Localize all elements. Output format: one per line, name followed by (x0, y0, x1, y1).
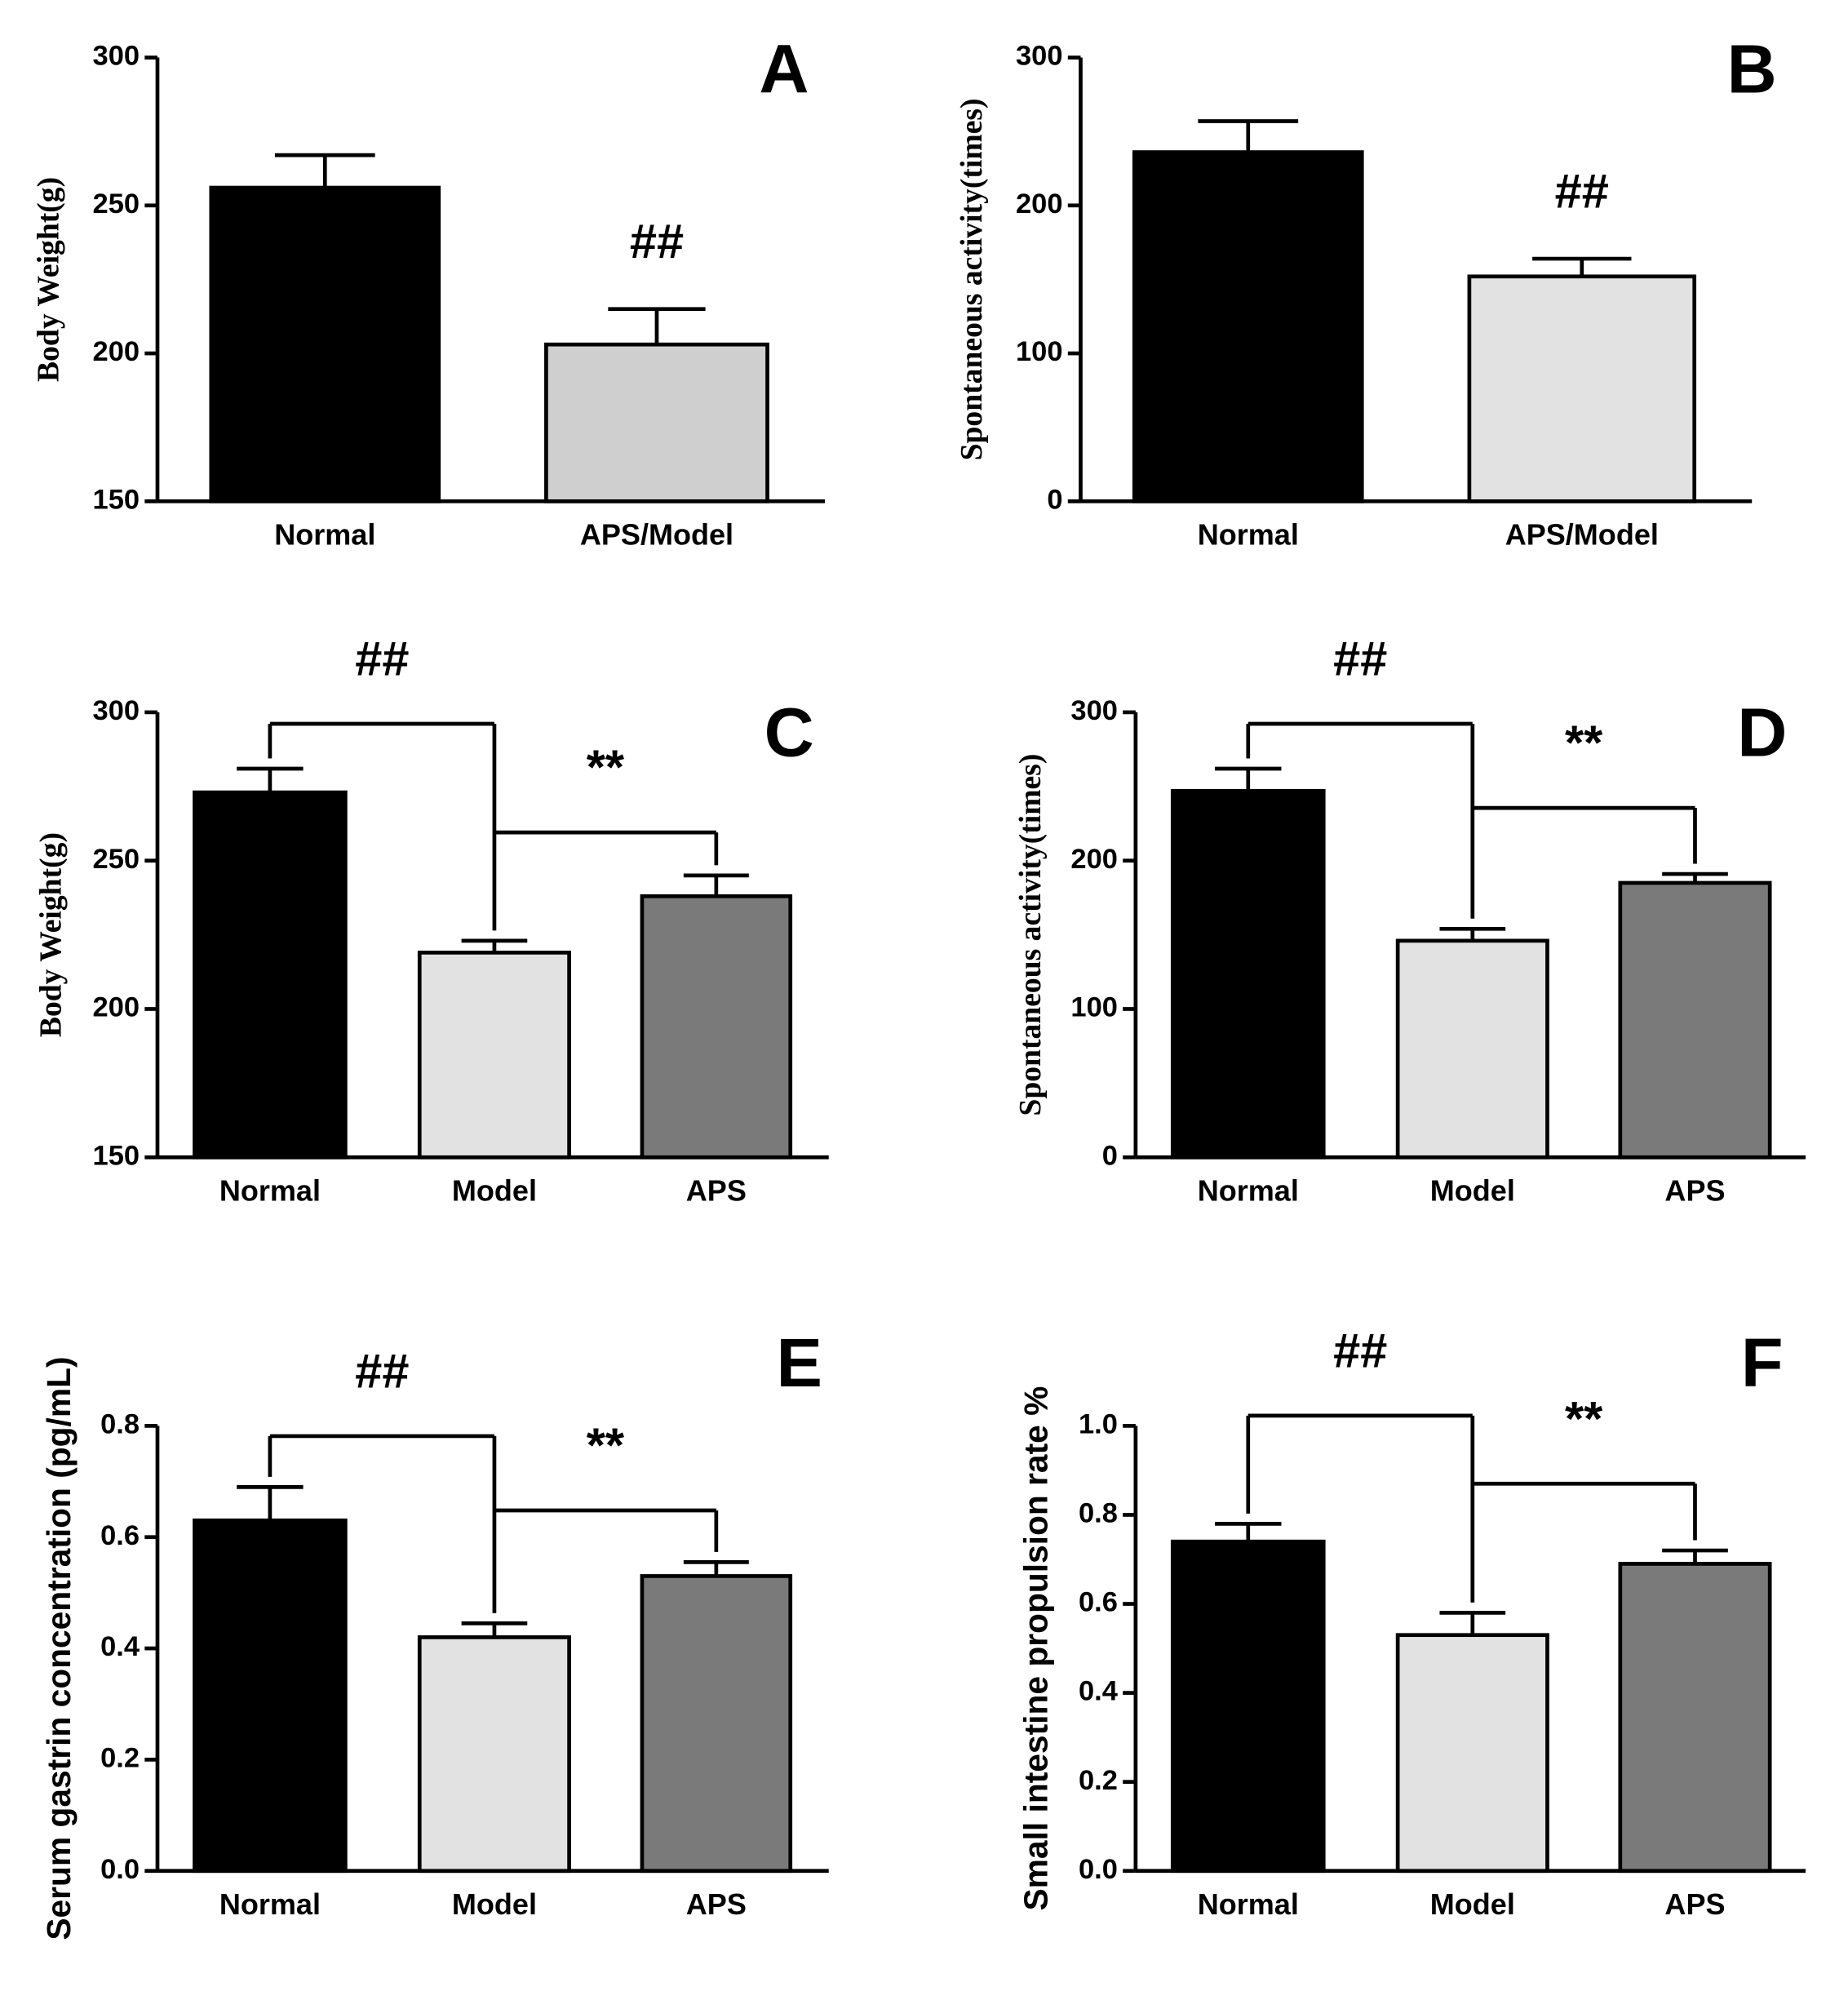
bar (640, 1574, 793, 1874)
bar (1170, 1539, 1326, 1874)
bar (1132, 150, 1364, 503)
annotation: ## (630, 214, 684, 268)
bar (1170, 788, 1326, 1160)
y-tick-label: 200 (93, 336, 140, 367)
bar (1467, 274, 1697, 503)
y-tick-label: 200 (1070, 844, 1118, 875)
y-axis-label: Body Weight(g) (34, 832, 69, 1037)
y-tick-label: 0.8 (100, 1408, 140, 1439)
annotation: ** (1565, 1391, 1603, 1446)
annotation: ## (1333, 1323, 1387, 1377)
bar (1395, 938, 1549, 1160)
annotation: ## (1333, 632, 1387, 686)
x-tick-label: Normal (1198, 1174, 1299, 1208)
y-tick-label: 0.4 (100, 1631, 140, 1662)
annotation: ** (1565, 716, 1603, 770)
bar (209, 185, 441, 503)
y-tick-label: 0.4 (1079, 1676, 1118, 1707)
x-tick-label: Normal (219, 1174, 321, 1208)
x-tick-label: APS (1664, 1887, 1725, 1921)
y-tick-label: 300 (93, 41, 140, 72)
x-tick-label: APS (686, 1174, 747, 1208)
bar (193, 1518, 348, 1874)
y-tick-label: 0.0 (1079, 1854, 1118, 1885)
y-tick-label: 100 (1070, 992, 1118, 1023)
x-tick-label: Model (452, 1887, 537, 1921)
y-axis-label: Spontaneous activity(times) (955, 98, 989, 460)
x-tick-label: APS/Model (1505, 518, 1659, 552)
y-tick-label: 200 (93, 992, 140, 1023)
annotation: ## (355, 632, 409, 686)
bar (417, 1635, 571, 1874)
y-tick-label: 0 (1047, 484, 1062, 515)
panel-label: F (1741, 1324, 1784, 1401)
x-tick-label: APS (686, 1887, 747, 1921)
x-tick-label: Model (1430, 1887, 1515, 1921)
y-axis-label: Small intestine propulsion rate % (1017, 1386, 1055, 1911)
x-tick-label: APS (1664, 1174, 1725, 1208)
y-axis-label: Spontaneous activity(times) (1013, 754, 1048, 1116)
bar (544, 342, 769, 503)
y-tick-label: 250 (93, 844, 140, 875)
panel-label: E (776, 1324, 822, 1401)
y-tick-label: 0 (1102, 1140, 1118, 1171)
annotation: ** (587, 740, 625, 795)
x-tick-label: Normal (274, 518, 375, 552)
y-tick-label: 250 (93, 188, 140, 220)
y-tick-label: 0.2 (100, 1743, 140, 1774)
y-tick-label: 300 (1070, 695, 1118, 726)
y-tick-label: 0.8 (1079, 1498, 1118, 1529)
x-tick-label: Normal (219, 1887, 321, 1921)
annotation: ** (587, 1418, 625, 1473)
annotation: ## (1555, 163, 1609, 218)
x-tick-label: Normal (1198, 518, 1299, 552)
bar (1618, 880, 1772, 1160)
y-tick-label: 300 (1016, 41, 1063, 72)
bar (640, 894, 793, 1160)
y-tick-label: 150 (93, 1140, 140, 1171)
bar (417, 951, 571, 1160)
y-axis-label: Body Weight(g) (32, 177, 66, 382)
panel-label: A (759, 29, 809, 107)
x-tick-label: Model (452, 1174, 537, 1208)
x-tick-label: APS/Model (580, 518, 733, 552)
y-tick-label: 1.0 (1079, 1408, 1118, 1439)
y-tick-label: 300 (93, 695, 140, 726)
y-axis-label: Serum gastrin concentration (pg/mL) (40, 1356, 78, 1940)
x-tick-label: Model (1430, 1174, 1515, 1208)
y-tick-label: 200 (1016, 188, 1063, 220)
y-tick-label: 100 (1016, 336, 1063, 367)
panel-label: C (764, 694, 814, 771)
y-tick-label: 150 (93, 484, 140, 515)
panel-label: D (1737, 694, 1787, 771)
y-tick-label: 0.2 (1079, 1765, 1118, 1796)
bar (1395, 1633, 1549, 1874)
x-tick-label: Normal (1198, 1887, 1299, 1921)
bar (1618, 1562, 1772, 1874)
y-tick-label: 0.6 (100, 1520, 140, 1551)
annotation: ## (355, 1343, 409, 1398)
y-tick-label: 0.0 (100, 1854, 140, 1885)
bar (193, 790, 348, 1160)
panel-label: B (1727, 29, 1777, 107)
y-tick-label: 0.6 (1079, 1587, 1118, 1618)
